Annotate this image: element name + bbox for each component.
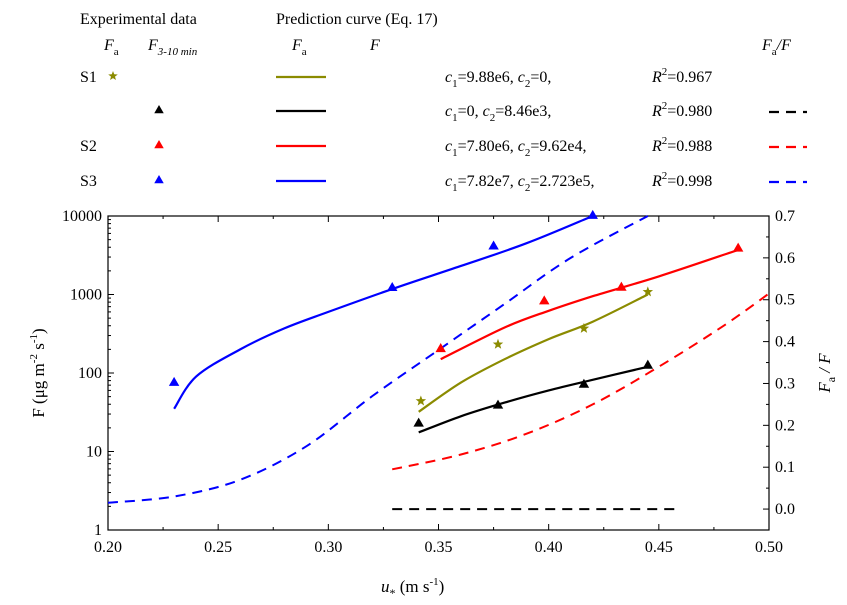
prediction-curve [418,293,649,413]
prediction-curve [440,248,739,361]
y-right-tick-label: 0.6 [775,250,795,267]
data-point-triangle [732,242,744,252]
y-right-tick-label: 0.4 [775,334,795,351]
y-left-axis-label: F (μg m-2 s-1) [28,328,48,417]
legend-marker-triangle [154,140,164,149]
y-left-tick-label: 10000 [62,208,102,225]
x-axis-ticks: 0.20 0.25 0.30 0.35 0.40 0.45 0.50 [94,216,783,556]
y-right-tick-label: 0.5 [775,292,795,309]
legend-row-label: S1 [80,69,97,86]
y-left-axis-ticks: 1 10 100 1000 10000 [62,208,114,539]
y-right-tick-label: 0.7 [775,208,795,225]
data-point-triangle [387,281,398,292]
data-point-triangle [413,417,424,427]
legend-exp-header: Experimental data [80,11,197,28]
data-point-star [415,395,427,406]
legend-r2: R2=0.998 [651,170,712,190]
legend-col-fa: Fa [103,37,119,58]
legend-marker-star [108,71,118,81]
ratio-curves [107,215,770,511]
legend-equation: c1=9.88e6, c2=0, [445,69,551,90]
data-points [168,209,744,427]
legend-rows: S1 c1=9.88e6, c2=0, R2=0.967 c1=0, c2=8.46e… [80,66,807,194]
plot-frame [107,215,770,531]
y-left-tick-label: 100 [78,365,102,382]
prediction-curves [173,214,739,434]
x-tick-label: 0.50 [755,539,783,556]
legend-equation: c1=0, c2=8.46e3, [445,103,551,124]
legend-marker-triangle [154,105,164,114]
data-point-triangle [616,281,627,291]
legend-col-pred-fa: Fa [291,37,307,58]
legend-row-label: S3 [80,173,97,190]
x-tick-label: 0.20 [94,539,122,556]
data-point-triangle [168,376,180,386]
x-tick-label: 0.45 [645,539,673,556]
data-point-triangle [435,343,446,353]
legend-marker-triangle [154,175,164,184]
legend-r2: R2=0.980 [651,100,712,120]
legend-col-ratio: Fa/F [761,37,791,58]
y-left-tick-label: 1000 [70,287,102,304]
data-point-triangle [642,359,654,369]
data-point-triangle [578,378,590,388]
data-point-star [642,286,654,297]
y-right-tick-label: 0.1 [775,459,795,476]
y-right-tick-label: 0.2 [775,417,795,434]
ratio-curve [107,215,649,504]
y-right-axis-ticks: 0.0 0.1 0.2 0.3 0.4 0.5 0.6 0.7 [763,208,795,518]
x-tick-label: 0.25 [204,539,232,556]
legend-equation: c1=7.80e6, c2=9.62e4, [445,138,586,159]
legend-r2: R2=0.988 [651,135,712,155]
data-point-triangle [488,240,499,250]
ratio-curve [391,292,770,471]
data-point-triangle [587,209,598,219]
data-point-star [578,322,590,333]
prediction-curve [418,365,649,434]
data-point-triangle [539,295,550,305]
prediction-curve [173,214,594,410]
legend-pred-header: Prediction curve (Eq. 17) [276,11,438,28]
legend-col-pred-f: F [369,37,380,54]
y-right-axis-label: Fa / F [815,353,838,394]
y-left-tick-label: 10 [86,444,102,461]
data-point-star [492,338,504,349]
x-axis-label: u* (m s-1) [381,576,444,600]
legend-equation: c1=7.82e7, c2=2.723e5, [445,173,594,194]
y-right-tick-label: 0.0 [775,501,795,518]
legend-r2: R2=0.967 [651,66,712,86]
legend-col-f310: F3-10 min [147,37,198,58]
y-right-tick-label: 0.3 [775,375,795,392]
x-tick-label: 0.35 [425,539,453,556]
data-point-triangle [492,399,504,409]
x-tick-label: 0.40 [535,539,563,556]
x-tick-label: 0.30 [314,539,342,556]
legend-row-label: S2 [80,138,97,155]
y-left-tick-label: 1 [94,522,102,539]
